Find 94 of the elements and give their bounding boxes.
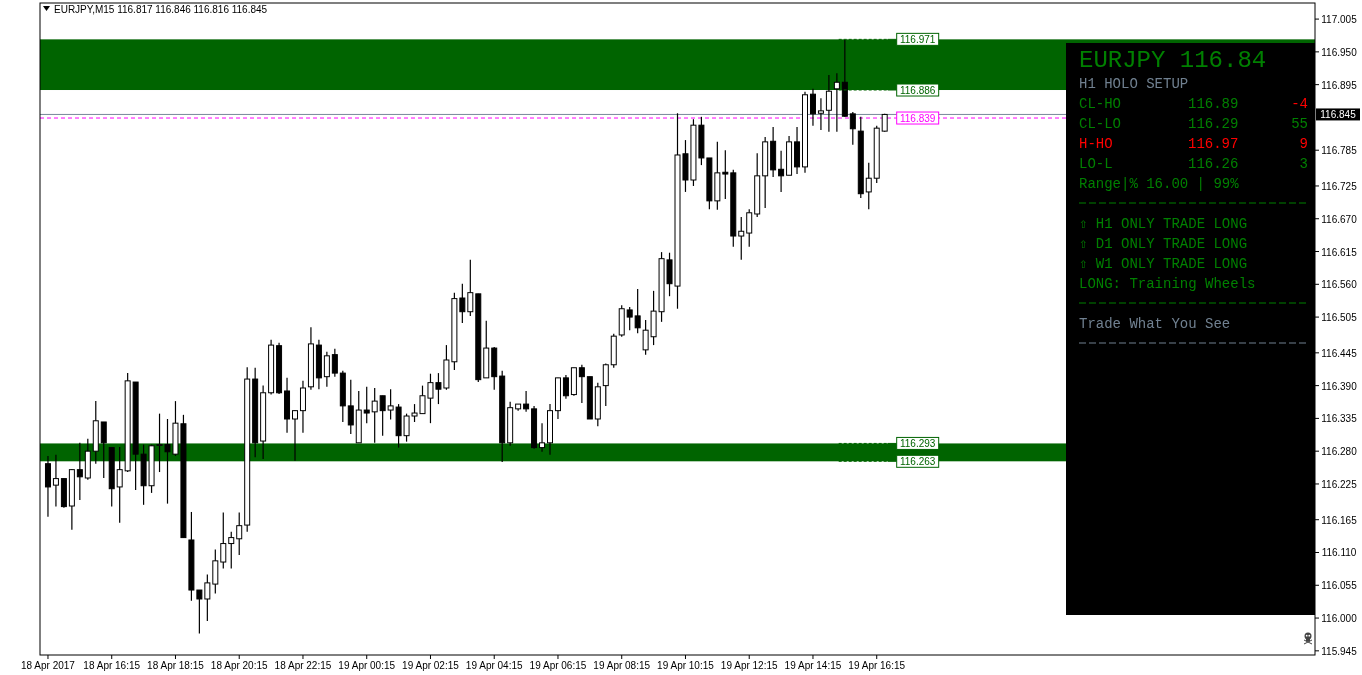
x-tick-label: 19 Apr 14:15 — [784, 660, 842, 671]
annotation: 116.89 — [1188, 96, 1239, 112]
annotation: 116.97 — [1188, 136, 1239, 152]
y-tick-label: 116.895 — [1321, 79, 1358, 91]
annotation: H-HO — [1079, 136, 1113, 152]
y-tick-label: 116.785 — [1321, 145, 1358, 157]
candlestick — [236, 511, 243, 556]
annotation: -4 — [1291, 96, 1308, 112]
y-tick-label: 116.055 — [1321, 580, 1358, 592]
annotation: 3 — [1299, 156, 1308, 172]
y-tick-label: 116.725 — [1321, 180, 1358, 192]
chart-title: EURJPY,M15 116.817 116.846 116.816 116.845 — [54, 4, 268, 15]
candlestick — [817, 97, 824, 131]
x-tick-label: 18 Apr 20:15 — [210, 660, 269, 671]
annotation: CL-LO — [1079, 116, 1122, 132]
candlestick — [778, 150, 785, 193]
candlestick — [363, 386, 370, 424]
candlestick — [523, 390, 530, 413]
annotation: 116.293 — [899, 438, 936, 450]
annotation: 116.263 — [899, 456, 936, 468]
candlestick — [299, 380, 306, 434]
annotation: ⇧ W1 ONLY TRADE LONG — [1079, 256, 1248, 272]
annotation: 116.886 — [899, 85, 936, 97]
annotation: LO-L — [1079, 156, 1113, 172]
candlestick — [228, 531, 235, 570]
annotation: 116.971 — [899, 34, 936, 46]
y-tick-label: 116.390 — [1321, 380, 1358, 392]
annotation: Range|% 16.00 | 99% — [1079, 176, 1240, 192]
candlestick — [849, 111, 856, 146]
candlestick — [578, 364, 585, 404]
text: EURJPY 116.84 — [1079, 47, 1267, 74]
y-tick-label: 115.945 — [1321, 645, 1358, 657]
candlestick — [116, 446, 123, 524]
y-tick-label: 116.560 — [1321, 279, 1358, 291]
annotation: 9 — [1299, 136, 1308, 152]
x-tick-label: 19 Apr 16:15 — [848, 660, 906, 671]
candlestick — [292, 409, 298, 462]
annotation: ⇧ H1 ONLY TRADE LONG — [1079, 216, 1248, 232]
candlestick — [323, 351, 330, 388]
x-tick-label: 19 Apr 06:15 — [529, 660, 587, 671]
x-tick-label: 18 Apr 2017 — [21, 660, 76, 671]
y-tick-label: 116.505 — [1321, 312, 1358, 324]
candlestick — [602, 362, 609, 407]
x-tick-label: 19 Apr 02:15 — [402, 660, 460, 671]
y-tick-label: 116.670 — [1321, 213, 1358, 225]
candlestick — [865, 162, 872, 210]
candlestick — [371, 387, 378, 444]
candlestick — [44, 455, 51, 518]
candlestick — [76, 442, 83, 501]
candlestick — [626, 306, 633, 331]
y-tick-label: 116.000 — [1321, 613, 1358, 625]
y-tick-label: 116.950 — [1321, 46, 1358, 58]
candlestick — [825, 74, 832, 133]
y-tick-label: 117.005 — [1321, 14, 1358, 26]
candlestick — [738, 216, 745, 261]
candlestick — [562, 374, 569, 400]
x-tick-label: 18 Apr 22:15 — [274, 660, 332, 671]
ref-line-label: 116.845 — [1320, 109, 1357, 121]
x-tick-label: 19 Apr 12:15 — [720, 660, 779, 671]
annotation: 116.26 — [1188, 156, 1239, 172]
annotation: Trade What You See — [1079, 316, 1231, 332]
x-tick-label: 19 Apr 10:15 — [657, 660, 715, 671]
candlestick — [212, 548, 219, 595]
candlestick — [833, 72, 840, 133]
annotation: 116.29 — [1188, 116, 1239, 132]
x-tick-label: 18 Apr 16:15 — [83, 660, 141, 671]
candlestick — [331, 348, 338, 378]
annotation: CL-HO — [1079, 96, 1122, 112]
annotation: H1 HOLO SETUP — [1079, 76, 1189, 92]
candlestick — [539, 422, 546, 453]
x-tick-label: 19 Apr 08:15 — [593, 660, 651, 671]
x-tick-label: 19 Apr 04:15 — [465, 660, 524, 671]
x-tick-label: 18 Apr 18:15 — [147, 660, 205, 671]
candlestick — [746, 208, 753, 248]
y-tick-label: 116.110 — [1321, 547, 1357, 559]
annotation: 55 — [1291, 116, 1308, 132]
y-tick-label: 116.445 — [1321, 347, 1358, 359]
candlestick — [634, 288, 641, 334]
y-tick-label: 116.335 — [1321, 413, 1358, 425]
candlestick — [52, 454, 59, 508]
candlestick — [100, 421, 107, 479]
candlestick — [722, 149, 729, 200]
candlestick — [220, 511, 227, 570]
y-tick-label: 116.280 — [1321, 446, 1358, 458]
y-tick-label: 116.225 — [1321, 478, 1358, 490]
candlestick — [467, 259, 474, 317]
y-tick-label: 116.165 — [1321, 514, 1358, 526]
x-tick-label: 19 Apr 00:15 — [338, 660, 396, 671]
annotation: ⇧ D1 ONLY TRADE LONG — [1079, 236, 1248, 252]
y-tick-label: 116.615 — [1321, 246, 1358, 258]
candlestick — [347, 379, 354, 435]
annotation: LONG: Training Wheels — [1079, 276, 1256, 292]
ref-line-label: 116.839 — [899, 113, 936, 125]
candlestick — [809, 88, 816, 127]
